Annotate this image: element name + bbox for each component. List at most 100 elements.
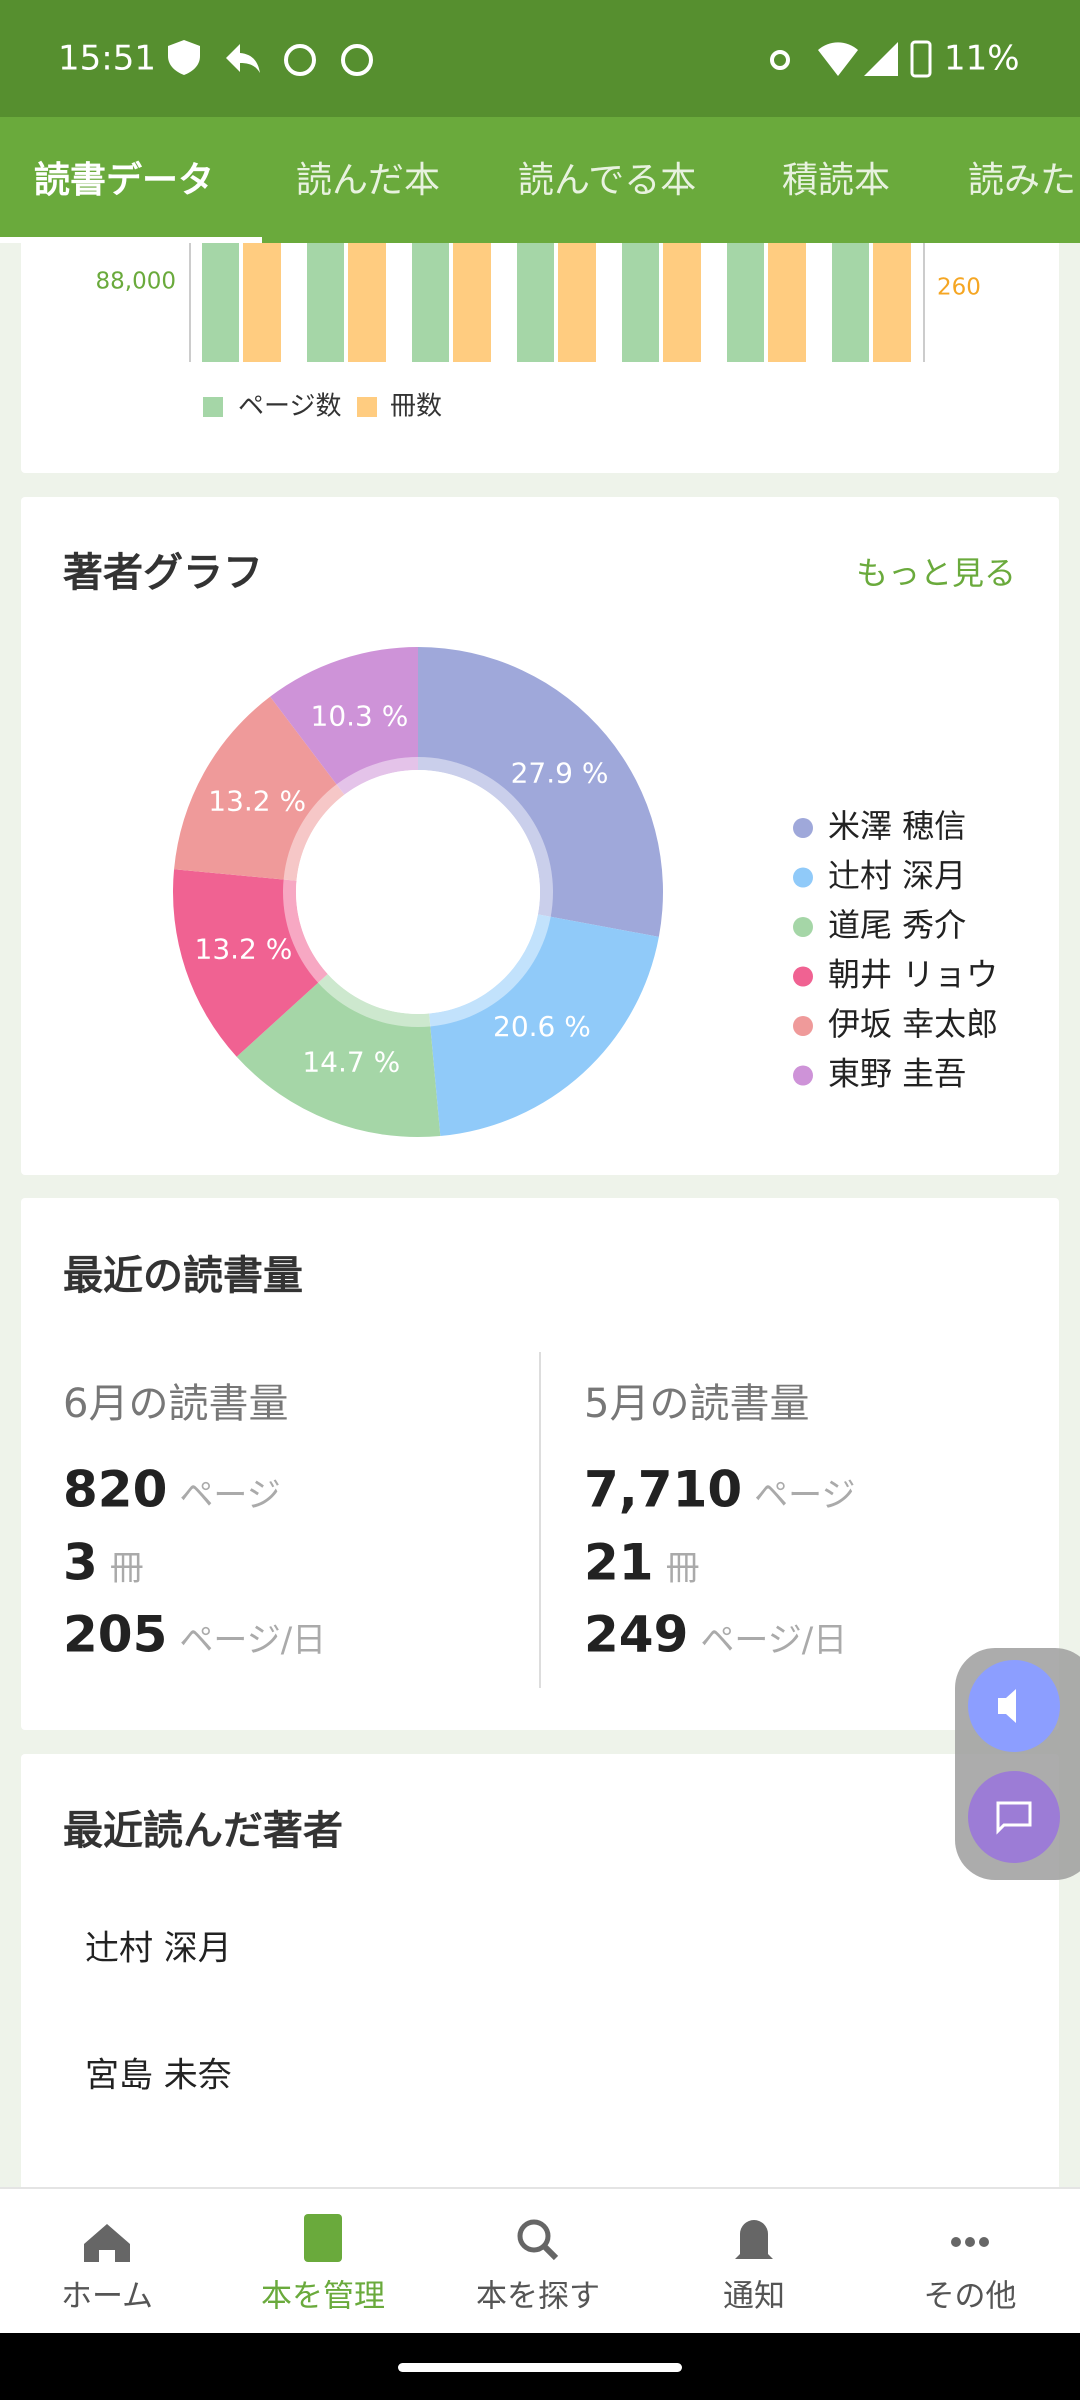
search-icon bbox=[541, 2243, 559, 2261]
bar-fragment bbox=[453, 243, 491, 362]
legend-swatch bbox=[357, 397, 377, 417]
chat-icon bbox=[996, 1801, 1032, 1835]
donut-hole bbox=[296, 770, 540, 1014]
donut-slice bbox=[174, 696, 345, 881]
donut-slice bbox=[418, 647, 663, 937]
slice-label: 13.2 % bbox=[208, 785, 306, 818]
wifi-icon bbox=[818, 42, 858, 76]
bar-chart bbox=[202, 243, 911, 362]
card-title: 著者グラフ bbox=[63, 550, 263, 596]
nav-items: ホーム 本を管理 本を探す 通知 その他 bbox=[61, 2279, 1017, 2315]
author-item[interactable]: 辻村 深月 bbox=[85, 1929, 232, 1969]
legend-dot bbox=[793, 966, 813, 987]
bar-fragment bbox=[768, 243, 806, 362]
legend-label: 米澤 穂信 bbox=[828, 807, 966, 845]
bar-fragment bbox=[307, 243, 344, 362]
bar-fragment bbox=[348, 243, 386, 362]
card-title: 最近の読書量 bbox=[63, 1253, 303, 1299]
status-time: 15:51 bbox=[58, 39, 156, 79]
stat-value: 3 bbox=[63, 1534, 98, 1592]
bar-fragment bbox=[663, 243, 701, 362]
tabs: 読書データ 読んだ本 読んでる本 積読本 読みた bbox=[34, 159, 1076, 201]
slice-label: 20.6 % bbox=[493, 1010, 591, 1043]
battery-text: 11% bbox=[944, 39, 1020, 79]
tab[interactable]: 読んでる本 bbox=[518, 160, 696, 201]
more-icon bbox=[979, 2237, 989, 2247]
donut-slice bbox=[270, 647, 418, 795]
bar-fragment bbox=[622, 243, 659, 362]
nav-label[interactable]: 本を管理 bbox=[261, 2279, 385, 2315]
tab[interactable]: 読みた bbox=[968, 160, 1076, 201]
bar-fragment bbox=[412, 243, 449, 362]
tab[interactable]: 積読本 bbox=[782, 160, 890, 201]
donut-slice bbox=[173, 869, 328, 1057]
nav-label[interactable]: 本を探す bbox=[476, 2279, 600, 2315]
tab-indicator bbox=[0, 237, 262, 243]
stat-unit: ページ/日 bbox=[700, 1621, 847, 1661]
nav-label[interactable]: その他 bbox=[924, 2279, 1017, 2315]
stat-value: 21 bbox=[584, 1534, 654, 1592]
legend-label: 東野 圭吾 bbox=[828, 1055, 966, 1093]
legend-swatch bbox=[203, 397, 223, 417]
bar-fragment bbox=[727, 243, 764, 362]
book-icon bbox=[304, 2214, 342, 2262]
legend-dot bbox=[793, 1016, 813, 1036]
slice-label: 13.2 % bbox=[195, 932, 293, 965]
legend-label: 朝井 リョウ bbox=[828, 956, 998, 994]
bar-fragment bbox=[202, 243, 239, 362]
reply-icon bbox=[226, 44, 260, 73]
slice-label: 10.3 % bbox=[311, 700, 409, 733]
home-icon bbox=[84, 2224, 130, 2262]
tab-bar bbox=[0, 117, 1080, 243]
legend-label: 伊坂 幸太郎 bbox=[828, 1005, 998, 1043]
bar-fragment bbox=[873, 243, 911, 362]
donut-chart: 27.9 % 米澤 穂信 20.6 % 辻村 深月 14.7 % 道尾 秀介 13.2 % 朝… bbox=[173, 647, 998, 1137]
bar-fragment bbox=[558, 243, 596, 362]
legend-label: ページ数 bbox=[238, 392, 341, 422]
donut-slice bbox=[429, 914, 659, 1136]
stat-value: 7,710 bbox=[584, 1461, 742, 1519]
battery-icon bbox=[910, 40, 932, 78]
bar-fragment bbox=[243, 243, 281, 362]
bar-fragment bbox=[832, 243, 869, 362]
speaker-icon bbox=[998, 1689, 1016, 1723]
period-label: 6月の読書量 bbox=[63, 1381, 288, 1427]
legend-label: 道尾 秀介 bbox=[828, 906, 966, 944]
y-tick-label: 88,000 bbox=[96, 269, 176, 295]
stat-unit: 冊 bbox=[666, 1549, 700, 1589]
slice-label: 14.7 % bbox=[302, 1045, 400, 1078]
card-title: 最近読んだ著者 bbox=[63, 1808, 343, 1854]
stat-unit: ページ bbox=[179, 1476, 280, 1516]
stat-value: 205 bbox=[63, 1606, 167, 1664]
stat-unit: ページ/日 bbox=[179, 1621, 326, 1661]
nav-label[interactable]: ホーム bbox=[61, 2279, 153, 2315]
search-icon bbox=[517, 2219, 551, 2253]
chat-button[interactable] bbox=[968, 1771, 1060, 1863]
more-icon bbox=[965, 2237, 975, 2247]
stat-value: 820 bbox=[63, 1461, 167, 1519]
shield-icon bbox=[168, 40, 200, 75]
signal-icon bbox=[864, 42, 898, 76]
legend-dot bbox=[793, 1065, 813, 1086]
nav-label[interactable]: 通知 bbox=[723, 2279, 785, 2315]
tab[interactable]: 読んだ本 bbox=[296, 160, 440, 201]
status-bar bbox=[0, 0, 1080, 117]
legend-dot bbox=[793, 867, 813, 888]
more-icon bbox=[951, 2237, 961, 2247]
alarm-icon bbox=[341, 44, 373, 76]
period-label: 5月の読書量 bbox=[584, 1381, 809, 1427]
key-icon bbox=[770, 50, 790, 70]
more-link[interactable]: もっと見る bbox=[856, 554, 1016, 592]
donut-slice bbox=[236, 974, 441, 1137]
dnd-icon bbox=[284, 44, 316, 76]
tab[interactable]: 読書データ bbox=[34, 159, 214, 201]
legend-dot bbox=[793, 818, 813, 838]
legend-label: 辻村 深月 bbox=[828, 857, 966, 895]
bottom-nav bbox=[0, 2188, 1080, 2333]
y2-tick-label: 260 bbox=[937, 275, 981, 301]
author-item[interactable]: 宮島 未奈 bbox=[85, 2056, 232, 2096]
slice-label: 27.9 % bbox=[511, 756, 609, 789]
